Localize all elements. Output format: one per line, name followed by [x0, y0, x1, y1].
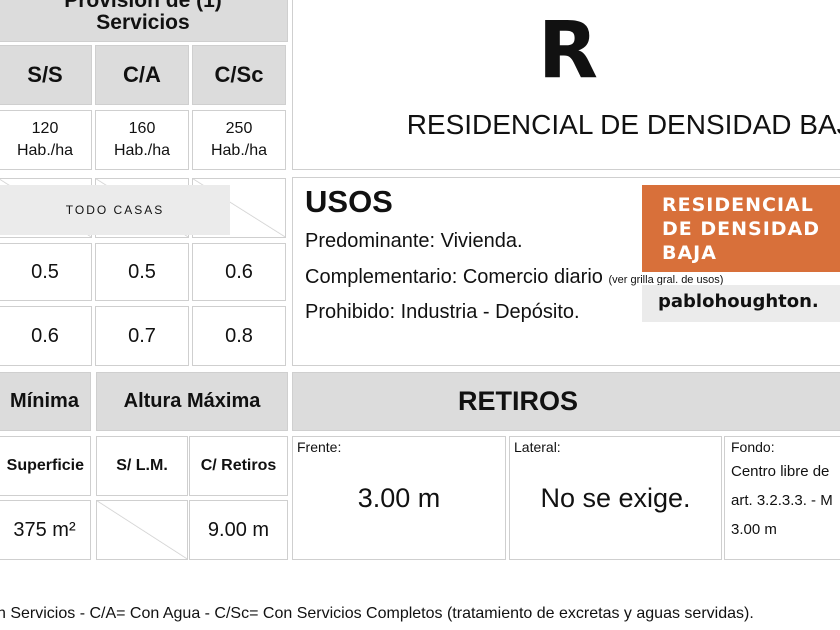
brand-badge: RESIDENCIAL DE DENSIDAD BAJA: [642, 185, 840, 272]
density-unit: Hab./ha: [113, 142, 171, 159]
brand-site: pablohoughton.: [642, 285, 840, 322]
fos-csc: 0.6: [192, 243, 286, 301]
density-unit: Hab./ha: [16, 142, 74, 159]
superficie-label: Superficie: [0, 436, 91, 496]
density-value: 160: [128, 120, 156, 137]
usos-note: (ver grilla gral. de usos): [608, 274, 724, 286]
altura-header: Altura Máxima: [96, 372, 288, 431]
density-value: 250: [225, 120, 253, 137]
density-ca: 160 Hab./ha: [95, 110, 189, 170]
density-unit: Hab./ha: [210, 142, 268, 159]
col-ss: S/S: [0, 45, 92, 105]
todo-casas-overlay: TODO CASAS: [0, 185, 230, 235]
lateral-label: Lateral:: [514, 439, 561, 455]
fot-ss: 0.6: [0, 306, 92, 366]
density-value: 120: [31, 120, 59, 137]
frente-cell: Frente: 3.00 m: [292, 436, 506, 560]
fondo-label: Fondo:: [731, 439, 775, 455]
cretiros-value: 9.00 m: [189, 500, 288, 560]
col-csc: C/Sc: [192, 45, 286, 105]
lateral-cell: Lateral: No se exige.: [509, 436, 722, 560]
fondo-cell: Fondo: Centro libre de art. 3.2.3.3. - M…: [724, 436, 840, 560]
slm-label: S/ L.M.: [96, 436, 188, 496]
usos-predominante: Predominante: Vivienda.: [305, 230, 523, 252]
fondo-line: Centro libre de: [731, 463, 830, 480]
fondo-line: 3.00 m: [731, 521, 777, 538]
empty-cell: [96, 500, 188, 560]
usos-panel: USOS Predominante: Vivienda. Complementa…: [292, 177, 840, 366]
density-ss: 120 Hab./ha: [0, 110, 92, 170]
fot-ca: 0.7: [95, 306, 189, 366]
provision-header: Provisión de (1) Servicios: [0, 0, 288, 42]
parcela-header: Mínima: [0, 372, 91, 431]
superficie-value: 375 m²: [0, 500, 91, 560]
usos-title: USOS: [305, 184, 393, 219]
usos-complementario: Complementario: Comercio diario: [305, 266, 603, 288]
footnote: n Servicios - C/A= Con Agua - C/Sc= Con …: [0, 605, 754, 622]
retiros-header: RETIROS: [292, 372, 840, 431]
fondo-line: art. 3.2.3.3. - M: [731, 492, 833, 509]
cretiros-label: C/ Retiros: [189, 436, 288, 496]
lateral-value: No se exige.: [540, 482, 691, 513]
col-ca: C/A: [95, 45, 189, 105]
fot-csc: 0.8: [192, 306, 286, 366]
frente-value: 3.00 m: [357, 482, 441, 513]
zone-code: R: [537, 6, 599, 96]
provision-title: Provisión de (1) Servicios: [64, 0, 222, 34]
usos-prohibido: Prohibido: Industria - Depósito.: [305, 301, 580, 323]
fos-ca: 0.5: [95, 243, 189, 301]
zone-header: R RESIDENCIAL DE DENSIDAD BAJA: [292, 0, 840, 170]
frente-label: Frente:: [297, 439, 342, 455]
fos-ss: 0.5: [0, 243, 92, 301]
density-csc: 250 Hab./ha: [192, 110, 286, 170]
zone-name: RESIDENCIAL DE DENSIDAD BAJA: [406, 109, 840, 140]
